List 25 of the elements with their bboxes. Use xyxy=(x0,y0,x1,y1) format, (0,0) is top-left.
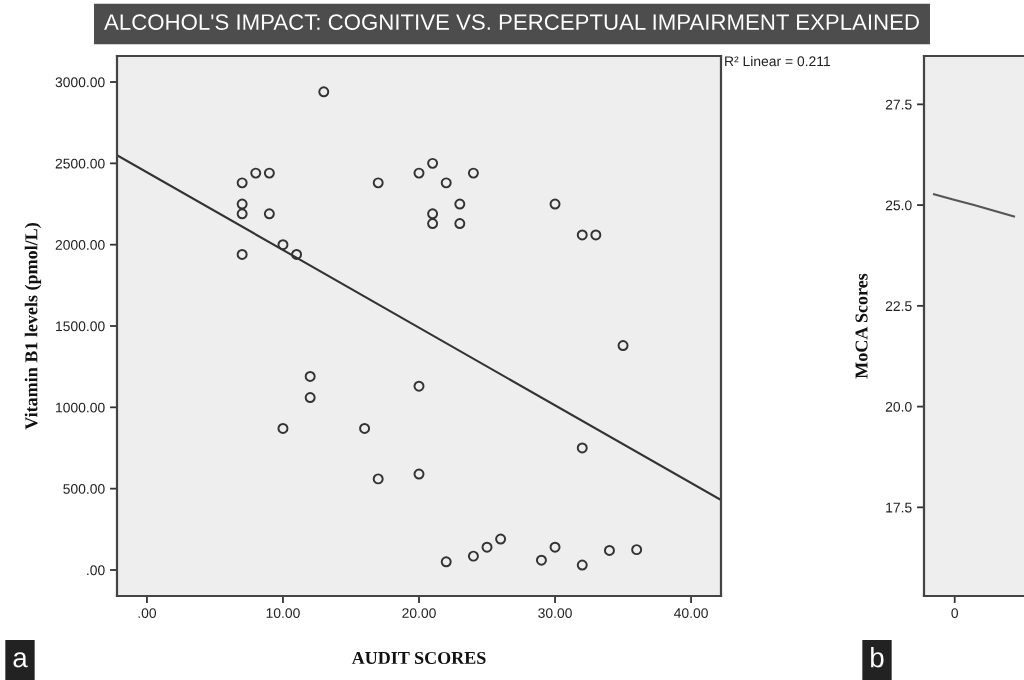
x-tick-label: 40.00 xyxy=(674,608,708,619)
text: R² Linear = 0.211 xyxy=(725,56,831,67)
y-tick-label: 17.5 xyxy=(886,502,912,513)
text: 0 xyxy=(951,608,959,619)
y-tick-label: 2500.00 xyxy=(55,158,105,169)
y-tick-label: 500.00 xyxy=(63,483,105,494)
y-tick-label: 27.5 xyxy=(885,99,912,110)
y-tick-label: 3000.00 xyxy=(55,77,105,88)
x-tick-label: .00 xyxy=(138,608,157,619)
text: b xyxy=(871,647,884,668)
y-tick-label: 1000.00 xyxy=(56,402,105,413)
y-tick-label: 1500.00 xyxy=(56,321,105,332)
y-tick-label: 2000.00 xyxy=(55,240,105,250)
y-axis-title: Vitamin B1 levels (pmol/L) xyxy=(24,223,42,430)
x-axis-title: AUDIT SCORES xyxy=(351,651,486,665)
x-tick-label: 10.00 xyxy=(266,608,300,619)
y-tick-label: 22.5 xyxy=(885,301,912,312)
y-tick-label: 20.0 xyxy=(885,401,912,412)
y-axis-title: MoCA Scores xyxy=(855,273,868,379)
chart-title: ALCOHOL'S IMPACT: COGNITIVE VS. PERCEPTUAL IMPAIRMENT EXPLAINED xyxy=(104,14,919,30)
text: a xyxy=(13,652,28,668)
y-tick-label: .00 xyxy=(87,565,105,576)
x-tick-label: 20.00 xyxy=(402,608,436,619)
y-tick-label: 25.0 xyxy=(885,200,912,211)
x-tick-label: 30.00 xyxy=(538,608,572,619)
